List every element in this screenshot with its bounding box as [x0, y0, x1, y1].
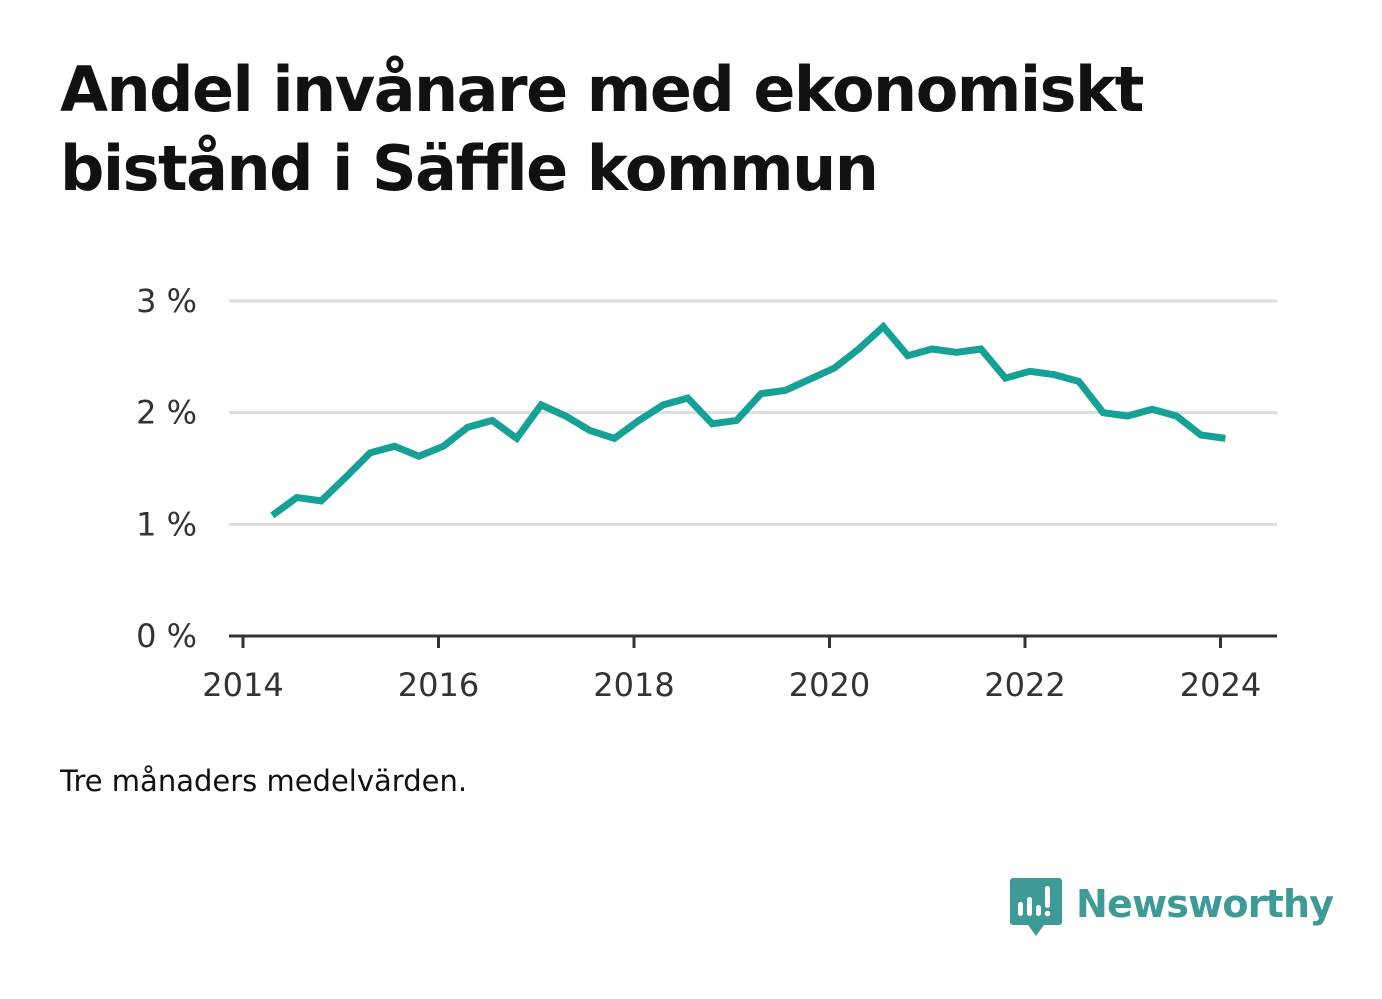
x-tick-label: 2018 — [593, 666, 674, 704]
brand-name: Newsworthy — [1076, 882, 1334, 926]
y-tick-label: 3 % — [136, 282, 197, 320]
series-line — [270, 321, 1226, 519]
page-title: Andel invånare med ekonomiskt bistånd i … — [60, 53, 1144, 205]
brand-logo[interactable]: Newsworthy — [1010, 878, 1334, 940]
newsworthy-logo-icon — [1010, 878, 1062, 936]
y-axis-labels: 0 % 1 % 2 % 3 % — [136, 282, 197, 655]
y-tick-label: 2 % — [136, 394, 197, 432]
x-tick-label: 2024 — [1180, 666, 1261, 704]
x-tick-label: 2022 — [984, 666, 1065, 704]
x-tick-label: 2016 — [398, 666, 479, 704]
x-axis — [229, 634, 1277, 648]
footnote: Tre månaders medelvärden. — [60, 764, 468, 798]
series-layer — [270, 321, 1226, 519]
y-tick-label: 1 % — [136, 505, 197, 543]
x-axis-labels: 2014 2016 2018 2020 2022 2024 — [202, 666, 1261, 704]
line-chart: 0 % 1 % 2 % 3 % 2014 2016 2018 2020 2022 2024 — [136, 282, 1277, 704]
y-tick-label: 0 % — [136, 617, 197, 655]
x-tick-label: 2020 — [789, 666, 870, 704]
x-tick-label: 2014 — [202, 666, 283, 704]
